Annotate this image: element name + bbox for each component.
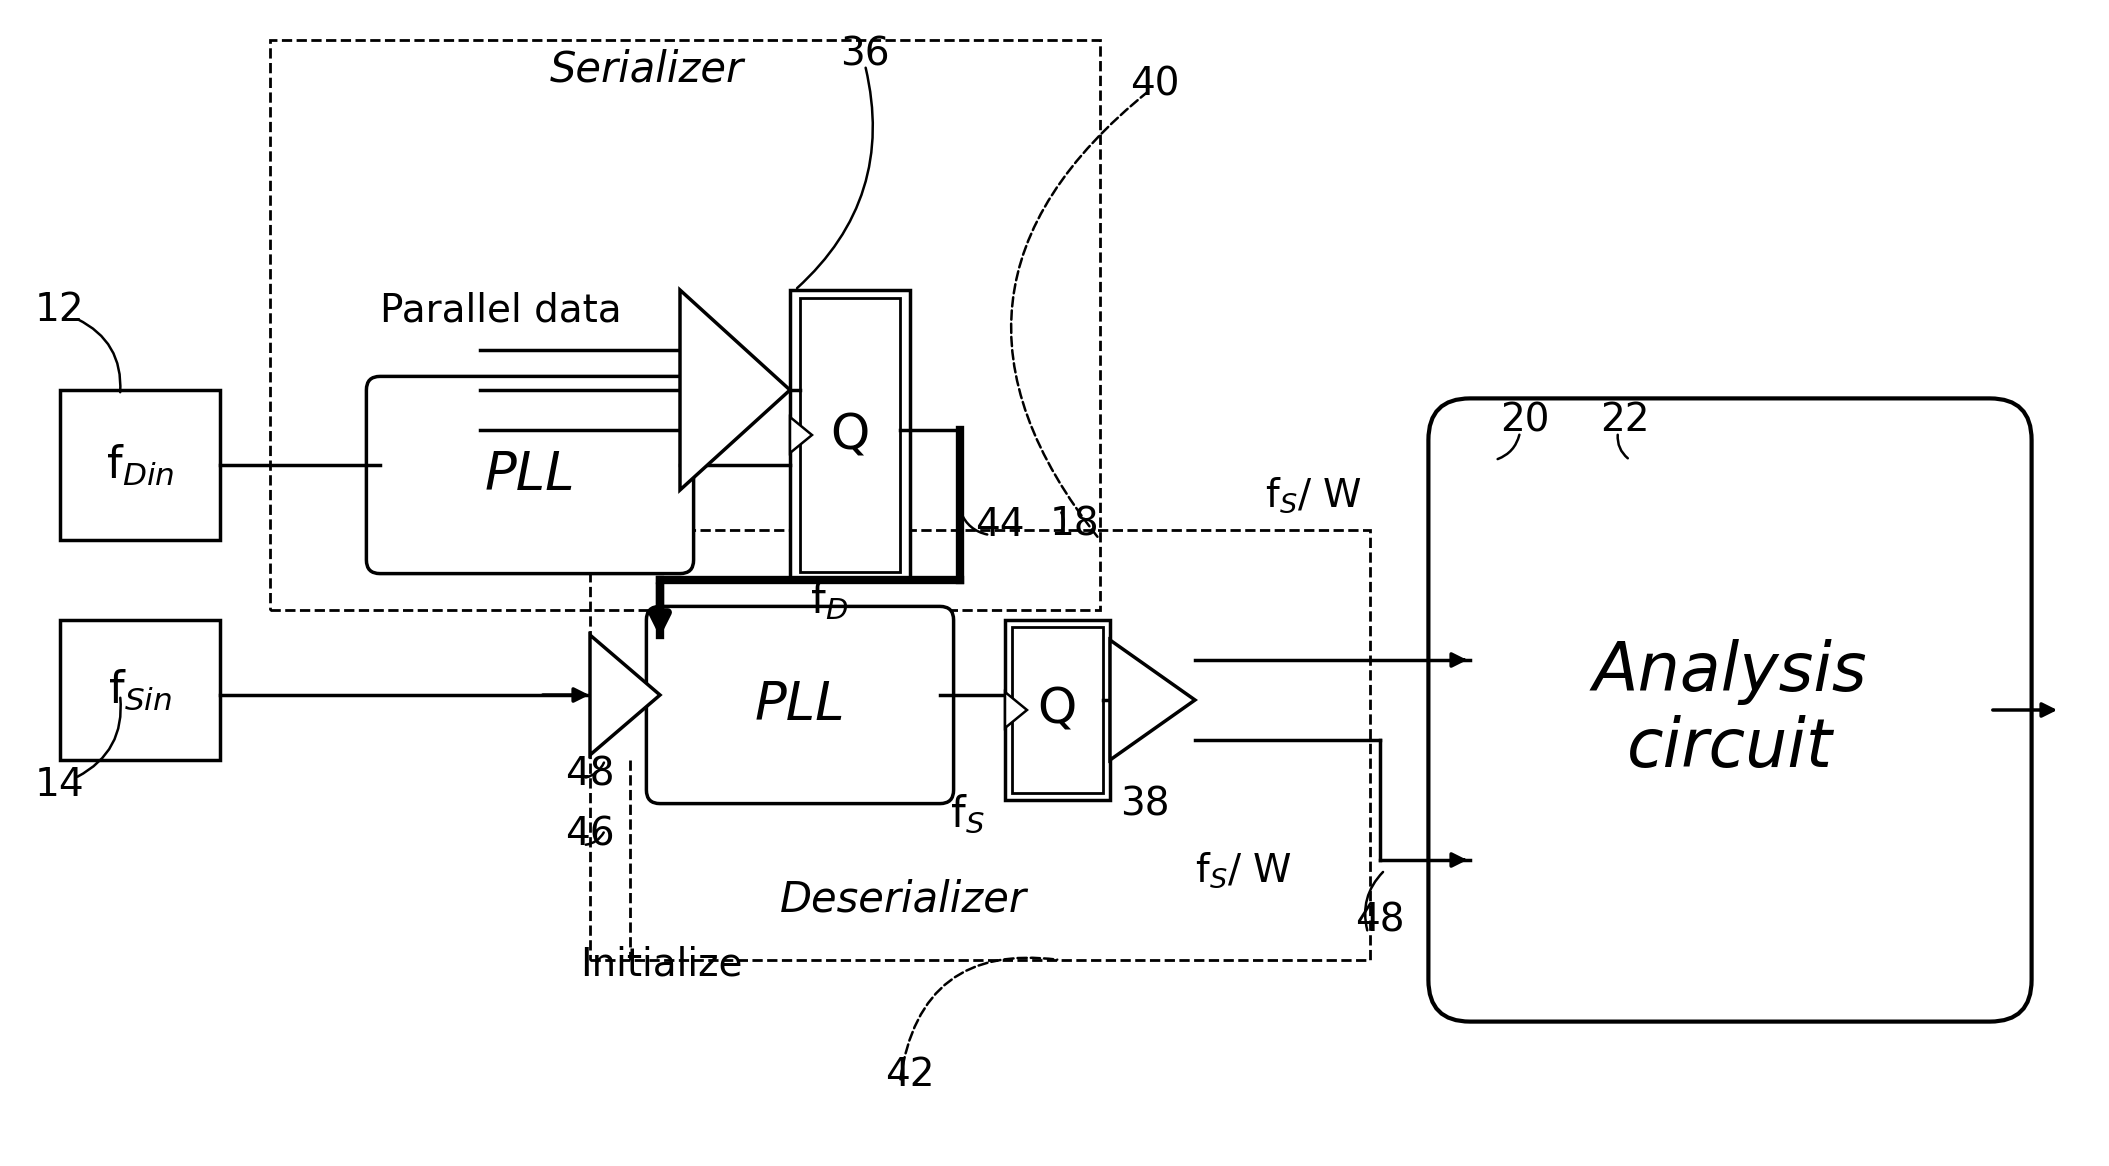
Bar bbox=[59, 389, 219, 540]
Text: Q: Q bbox=[831, 410, 869, 459]
Text: PLL: PLL bbox=[485, 449, 576, 501]
Text: f$_{S}$/ W: f$_{S}$/ W bbox=[1196, 850, 1293, 890]
Text: Serializer: Serializer bbox=[550, 49, 744, 91]
Bar bbox=[59, 620, 219, 760]
Text: 14: 14 bbox=[36, 766, 84, 805]
Bar bbox=[799, 298, 901, 573]
Bar bbox=[1006, 620, 1109, 800]
Text: 46: 46 bbox=[565, 816, 614, 854]
Text: 38: 38 bbox=[1120, 786, 1170, 824]
Polygon shape bbox=[679, 290, 791, 490]
Polygon shape bbox=[791, 417, 812, 454]
Text: f$_{S}$: f$_{S}$ bbox=[949, 793, 985, 836]
Text: Initialize: Initialize bbox=[580, 946, 742, 984]
Text: 48: 48 bbox=[1354, 901, 1405, 939]
Text: 18: 18 bbox=[1050, 506, 1099, 545]
Text: f$_{Din}$: f$_{Din}$ bbox=[105, 442, 175, 487]
Polygon shape bbox=[1006, 691, 1027, 728]
Text: 42: 42 bbox=[886, 1056, 934, 1094]
Text: f$_{D}$: f$_{D}$ bbox=[810, 578, 848, 621]
Text: 36: 36 bbox=[839, 36, 890, 73]
Bar bbox=[270, 40, 1101, 610]
Polygon shape bbox=[591, 635, 660, 756]
Text: PLL: PLL bbox=[755, 679, 846, 731]
Bar bbox=[791, 290, 909, 580]
Polygon shape bbox=[1109, 640, 1196, 760]
Text: Q: Q bbox=[1038, 686, 1076, 735]
Text: Deserializer: Deserializer bbox=[780, 879, 1027, 921]
Text: 44: 44 bbox=[974, 506, 1025, 545]
FancyBboxPatch shape bbox=[367, 377, 694, 574]
Bar bbox=[1012, 627, 1103, 793]
Text: 40: 40 bbox=[1130, 66, 1179, 104]
Text: f$_{S}$/ W: f$_{S}$/ W bbox=[1265, 476, 1362, 515]
Text: Parallel data: Parallel data bbox=[380, 292, 622, 329]
Text: 22: 22 bbox=[1601, 401, 1649, 440]
FancyBboxPatch shape bbox=[645, 606, 953, 803]
Text: 20: 20 bbox=[1499, 401, 1550, 440]
Text: 48: 48 bbox=[565, 756, 614, 794]
Text: Analysis
circuit: Analysis circuit bbox=[1592, 639, 1866, 781]
Bar bbox=[591, 531, 1371, 960]
FancyBboxPatch shape bbox=[1428, 399, 2031, 1021]
Text: 12: 12 bbox=[36, 292, 84, 329]
Text: f$_{Sin}$: f$_{Sin}$ bbox=[108, 668, 173, 712]
